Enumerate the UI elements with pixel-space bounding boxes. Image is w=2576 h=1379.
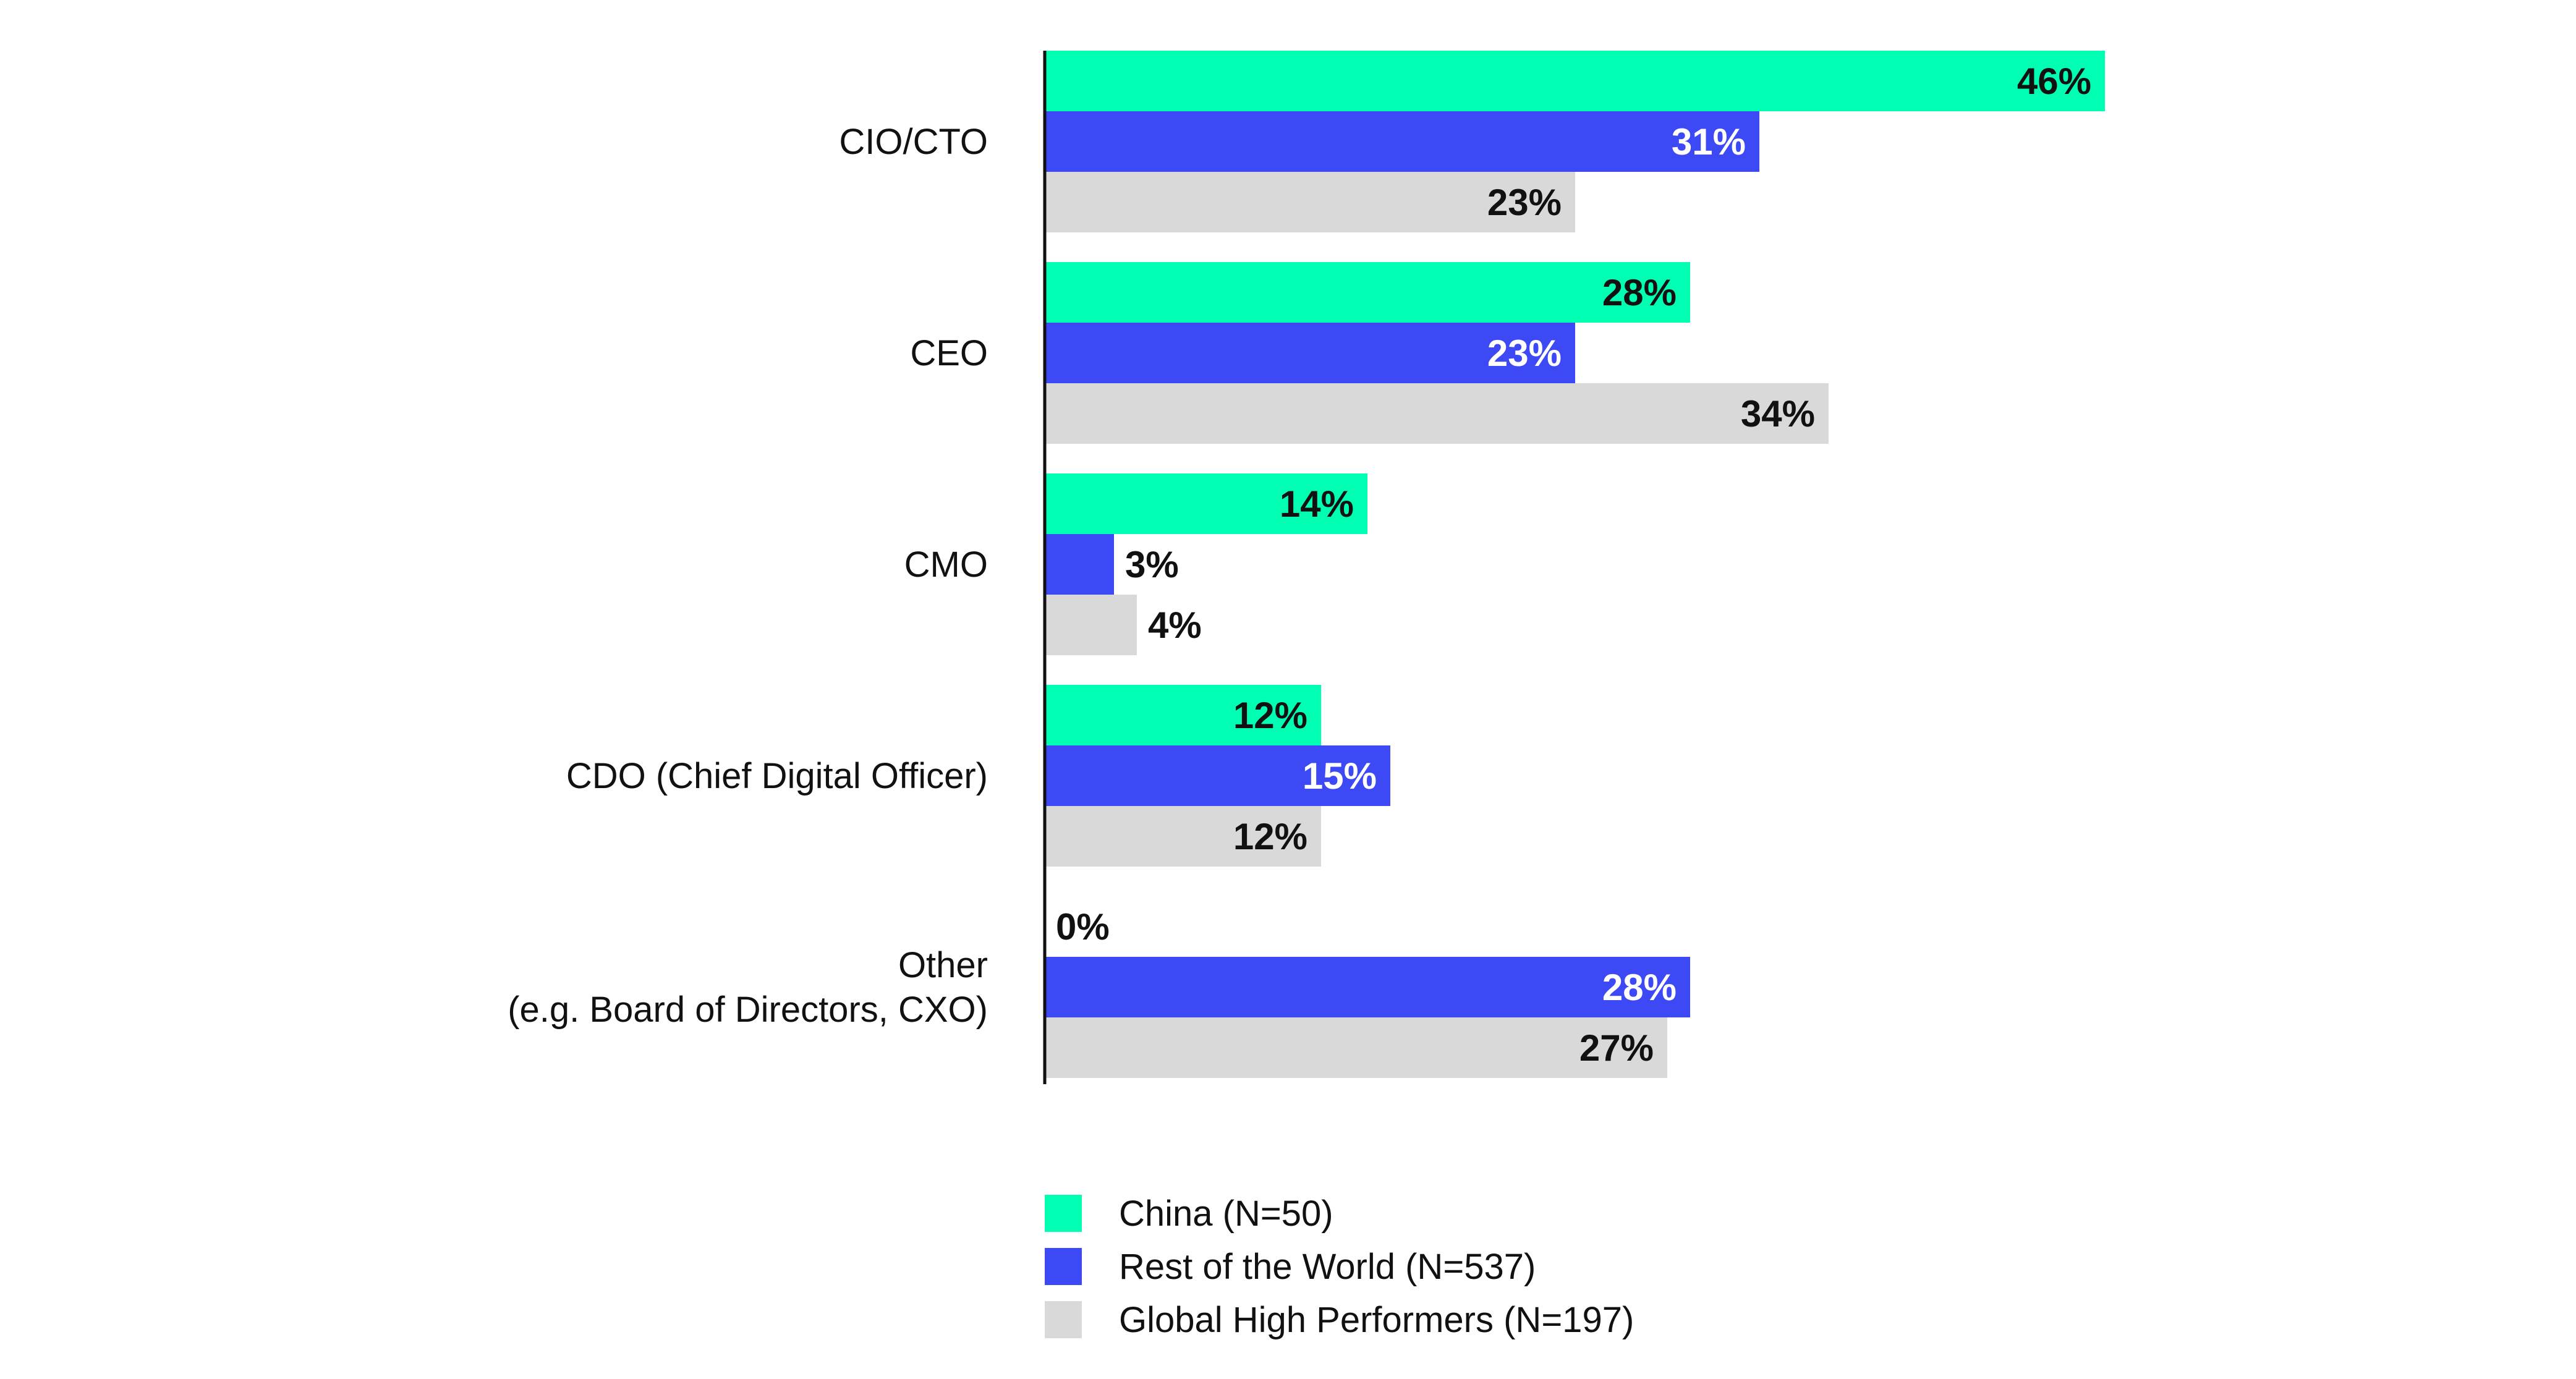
category-labels: CIO/CTO CEO CMO CDO (Chief Digital Officer)… bbox=[508, 122, 988, 1030]
data-label: 14% bbox=[1280, 483, 1354, 525]
legend-label: China (N=50) bbox=[1119, 1194, 1333, 1234]
category-label: (e.g. Board of Directors, CXO) bbox=[508, 990, 988, 1030]
legend-label: Global High Performers (N=197) bbox=[1119, 1300, 1634, 1340]
legend-swatch bbox=[1045, 1301, 1082, 1338]
bar bbox=[1045, 957, 1690, 1017]
data-label: 12% bbox=[1233, 695, 1307, 736]
category-label: CDO (Chief Digital Officer) bbox=[566, 756, 988, 796]
legend-label: Rest of the World (N=537) bbox=[1119, 1247, 1536, 1287]
data-label: 46% bbox=[2017, 61, 2091, 102]
data-label: 23% bbox=[1487, 333, 1562, 374]
category-label: CMO bbox=[904, 545, 988, 585]
category-label: Other bbox=[898, 945, 988, 985]
data-label: 4% bbox=[1148, 605, 1202, 646]
data-label: 0% bbox=[1056, 906, 1110, 948]
bar bbox=[1045, 383, 1829, 444]
bar bbox=[1045, 1017, 1667, 1078]
data-label: 34% bbox=[1741, 393, 1815, 435]
data-label: 3% bbox=[1125, 544, 1179, 585]
data-label: 31% bbox=[1672, 121, 1746, 163]
data-label: 28% bbox=[1602, 967, 1677, 1008]
data-label: 28% bbox=[1602, 272, 1677, 313]
bar bbox=[1045, 685, 1321, 745]
data-label: 23% bbox=[1487, 182, 1562, 223]
bar bbox=[1045, 111, 1759, 172]
bar bbox=[1045, 806, 1321, 867]
bar bbox=[1045, 595, 1137, 655]
bar bbox=[1045, 262, 1690, 323]
category-label: CEO bbox=[910, 333, 988, 373]
legend: China (N=50) Rest of the World (N=537) Glo… bbox=[1045, 1194, 1634, 1340]
legend-swatch bbox=[1045, 1195, 1082, 1232]
bar bbox=[1045, 172, 1575, 232]
bar bbox=[1045, 745, 1390, 806]
data-label: 27% bbox=[1579, 1027, 1654, 1069]
data-label: 15% bbox=[1303, 755, 1377, 797]
data-label: 12% bbox=[1233, 816, 1307, 857]
bar bbox=[1045, 323, 1575, 383]
bars-layer: 46% 31% 23% 28% 23% 34% 14% 3% 4% 12% 15% 12% 0% 28% 2… bbox=[1045, 51, 2105, 1078]
legend-swatch bbox=[1045, 1248, 1082, 1285]
bar bbox=[1045, 534, 1114, 595]
category-label: CIO/CTO bbox=[839, 122, 988, 162]
bar bbox=[1045, 51, 2105, 111]
bar bbox=[1045, 473, 1367, 534]
